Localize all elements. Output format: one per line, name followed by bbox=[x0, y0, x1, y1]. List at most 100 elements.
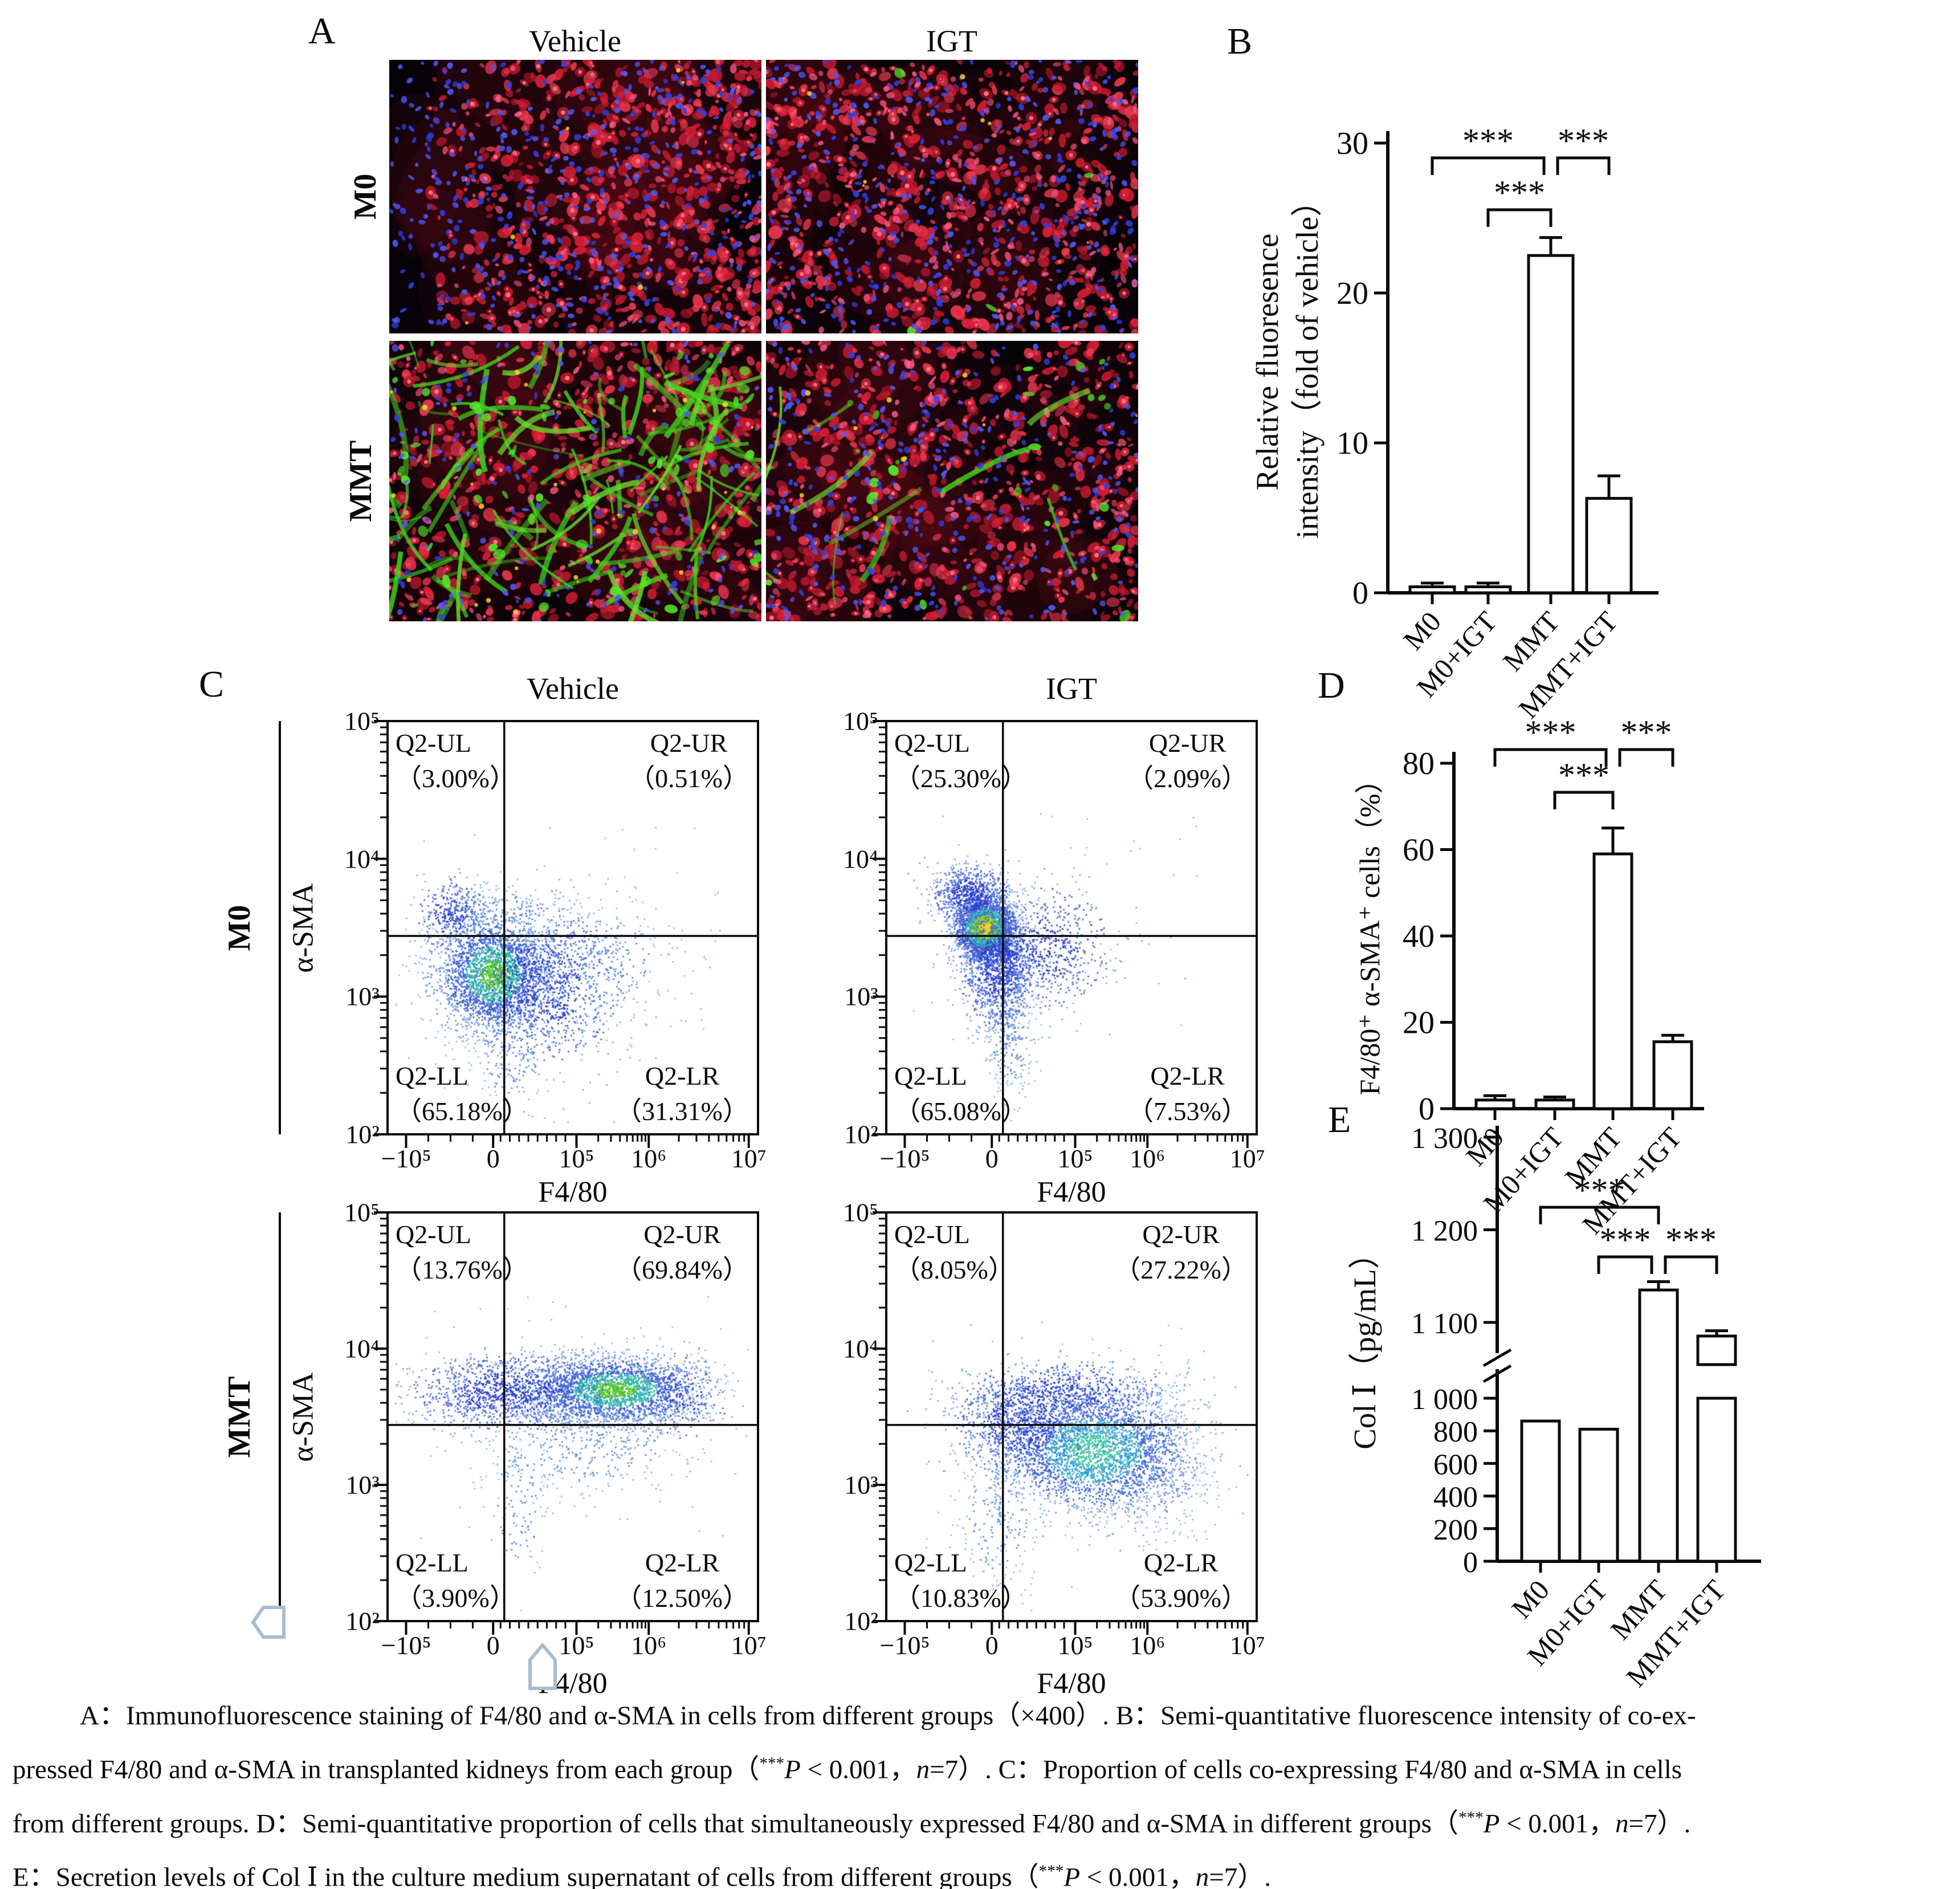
quadrant-pct: （12.50%） bbox=[616, 1583, 749, 1613]
sig-bracket bbox=[1493, 748, 1608, 767]
caption-segment: =7）. C：Proportion of cells co-expressing… bbox=[930, 1754, 1682, 1785]
quadrant-pct: （0.51%） bbox=[629, 763, 749, 793]
quadrant-name: Q2-LL bbox=[396, 1061, 468, 1090]
quadrant-ll-m0-vehicle: Q2-LL （65.18%） bbox=[396, 1059, 529, 1129]
flow-xtick: 10⁷ bbox=[731, 1144, 767, 1173]
quadrant-lr-mmt-vehicle: Q2-LR （12.50%） bbox=[616, 1545, 749, 1615]
panel-b-chart: 0102030M0M0+IGTMMTMMT+IGT*********Relati… bbox=[1250, 122, 1659, 724]
flow-axes-mmt-igt bbox=[873, 1211, 1258, 1635]
quadrant-lr-m0-vehicle: Q2-LR （31.31%） bbox=[616, 1059, 749, 1129]
caption-segment: A：Immunofluorescence staining of F4/80 a… bbox=[80, 1701, 1696, 1731]
ytick-label: 0 bbox=[1463, 1546, 1478, 1579]
quadrant-pct: （13.76%） bbox=[396, 1255, 529, 1284]
flow-ytick: 10² bbox=[844, 1606, 878, 1636]
sig-stars: *** bbox=[1621, 714, 1672, 751]
flow-xtick: 10⁵ bbox=[1057, 1631, 1093, 1660]
ytick-label: 1 100 bbox=[1411, 1308, 1478, 1340]
panel-a-label: A bbox=[308, 10, 336, 52]
bar-M0+IGT bbox=[1578, 1427, 1619, 1563]
flow-xtick: 10⁷ bbox=[731, 1631, 767, 1660]
flow-xtick: −10⁵ bbox=[879, 1631, 930, 1660]
quadrant-pct: （69.84%） bbox=[616, 1255, 749, 1284]
quadrant-lr-m0-igt: Q2-LR （7.53%） bbox=[1127, 1059, 1248, 1129]
flow-xtick: 10⁷ bbox=[1229, 1144, 1265, 1173]
category-label: M0 bbox=[1397, 605, 1447, 656]
sig-bracket bbox=[1553, 791, 1615, 809]
quadrant-ur-mmt-vehicle: Q2-UR （69.84%） bbox=[616, 1217, 749, 1287]
sig-bracket bbox=[1556, 156, 1611, 175]
quadrant-name: Q2-LR bbox=[1143, 1548, 1219, 1577]
caption-segment: *** bbox=[1038, 1862, 1064, 1881]
quadrant-ll-mmt-igt: Q2-LL （10.83%） bbox=[894, 1545, 1028, 1615]
sig-bracket bbox=[1597, 1255, 1653, 1274]
quadrant-name: Q2-LL bbox=[894, 1061, 967, 1090]
caption-segment: < 0.001， bbox=[1080, 1862, 1196, 1889]
panel-a-col-title-vehicle: Vehicle bbox=[529, 24, 621, 58]
caption-line-3: from different groups. D：Semi-quantitati… bbox=[13, 1794, 1950, 1848]
figure-caption: A：Immunofluorescence staining of F4/80 a… bbox=[13, 1692, 1950, 1889]
quadrant-name: Q2-UR bbox=[1142, 1220, 1220, 1249]
caption-line-1: A：Immunofluorescence staining of F4/80 a… bbox=[13, 1692, 1950, 1740]
flow-xtick: 10⁵ bbox=[1057, 1144, 1093, 1173]
quadrant-ur-m0-igt: Q2-UR （2.09%） bbox=[1127, 726, 1248, 796]
sig-bracket bbox=[1486, 208, 1552, 227]
sig-stars: *** bbox=[1574, 1171, 1625, 1209]
ytick-label: 1 000 bbox=[1411, 1383, 1478, 1416]
flow-xtick: −10⁵ bbox=[381, 1144, 431, 1173]
flow-ytick: 10³ bbox=[345, 1470, 380, 1500]
y-axis-title: Col Ⅰ（pg/mL） bbox=[1347, 1237, 1382, 1450]
flow-ytick: 10² bbox=[345, 1119, 380, 1149]
quadrant-name: Q2-LR bbox=[645, 1061, 720, 1090]
sig-stars: *** bbox=[1558, 756, 1609, 794]
caption-segment: < 0.001， bbox=[1499, 1809, 1616, 1839]
panel-c-row-label-mmt: MMT bbox=[222, 1376, 257, 1458]
flow-xtick: 10⁶ bbox=[1130, 1631, 1166, 1660]
flow-ytick: 10³ bbox=[345, 982, 380, 1011]
bar-MMT+IGT bbox=[1696, 1397, 1737, 1563]
flow-axes-m0-vehicle bbox=[374, 720, 759, 1148]
ytick-label: 1 300 bbox=[1411, 1122, 1478, 1155]
quadrant-name: Q2-UL bbox=[894, 728, 970, 758]
flow-ytick: 10³ bbox=[844, 982, 878, 1011]
quadrant-ul-mmt-vehicle: Q2-UL （13.76%） bbox=[396, 1217, 529, 1287]
quadrant-ll-mmt-vehicle: Q2-LL （3.90%） bbox=[396, 1545, 516, 1615]
panel-c-xlabel-p2: F4/80 bbox=[1037, 1176, 1106, 1208]
ytick-label: 0 bbox=[1419, 1092, 1435, 1127]
flow-xtick: 0 bbox=[486, 1144, 500, 1173]
flow-xtick: 0 bbox=[985, 1631, 999, 1660]
caption-segment: =7）. bbox=[1209, 1862, 1272, 1889]
flow-xtick: −10⁵ bbox=[381, 1631, 431, 1660]
sig-stars: *** bbox=[1600, 1221, 1651, 1259]
panel-d-label: D bbox=[1318, 665, 1345, 706]
panel-c-ylabel-row2: α-SMA bbox=[287, 1372, 320, 1462]
flow-ytick: 10³ bbox=[844, 1470, 878, 1500]
ytick-label: 0 bbox=[1352, 576, 1368, 611]
flow-ytick: 10⁴ bbox=[842, 1334, 878, 1363]
ytick-label: 40 bbox=[1403, 919, 1435, 954]
panel-e-label: E bbox=[1328, 1099, 1351, 1141]
y-axis-title: intensity（fold of vehicle） bbox=[1290, 185, 1325, 539]
quadrant-name: Q2-LL bbox=[894, 1548, 967, 1577]
bar-MMT bbox=[1592, 852, 1633, 1110]
caption-segment: n bbox=[1195, 1862, 1209, 1889]
y-axis-title: Relative fluoresence bbox=[1250, 234, 1285, 490]
flow-ytick: 10⁴ bbox=[344, 844, 380, 874]
quadrant-pct: （53.90%） bbox=[1114, 1583, 1248, 1613]
quadrant-pct: （2.09%） bbox=[1127, 763, 1248, 793]
caption-segment: =7）. bbox=[1628, 1809, 1691, 1839]
caption-segment: pressed F4/80 and α-SMA in transplanted … bbox=[13, 1754, 760, 1785]
quadrant-name: Q2-UL bbox=[894, 1220, 970, 1249]
bar-MMT+IGT bbox=[1585, 496, 1633, 595]
quadrant-pct: （25.30%） bbox=[894, 763, 1028, 793]
quadrant-lr-mmt-igt: Q2-LR （53.90%） bbox=[1114, 1545, 1248, 1615]
caption-segment: from different groups. D：Semi-quantitati… bbox=[13, 1809, 1458, 1839]
ytick-label: 10 bbox=[1336, 426, 1368, 461]
panel-c-col-title-igt: IGT bbox=[1046, 671, 1097, 706]
sig-stars: *** bbox=[1494, 174, 1545, 211]
micrograph-m0-igt bbox=[766, 60, 1138, 333]
flow-axes-mmt-vehicle bbox=[374, 1211, 759, 1635]
ytick-label: 1 200 bbox=[1411, 1215, 1478, 1248]
flow-axes-m0-igt bbox=[873, 720, 1258, 1148]
quadrant-ur-m0-vehicle: Q2-UR （0.51%） bbox=[629, 726, 749, 796]
